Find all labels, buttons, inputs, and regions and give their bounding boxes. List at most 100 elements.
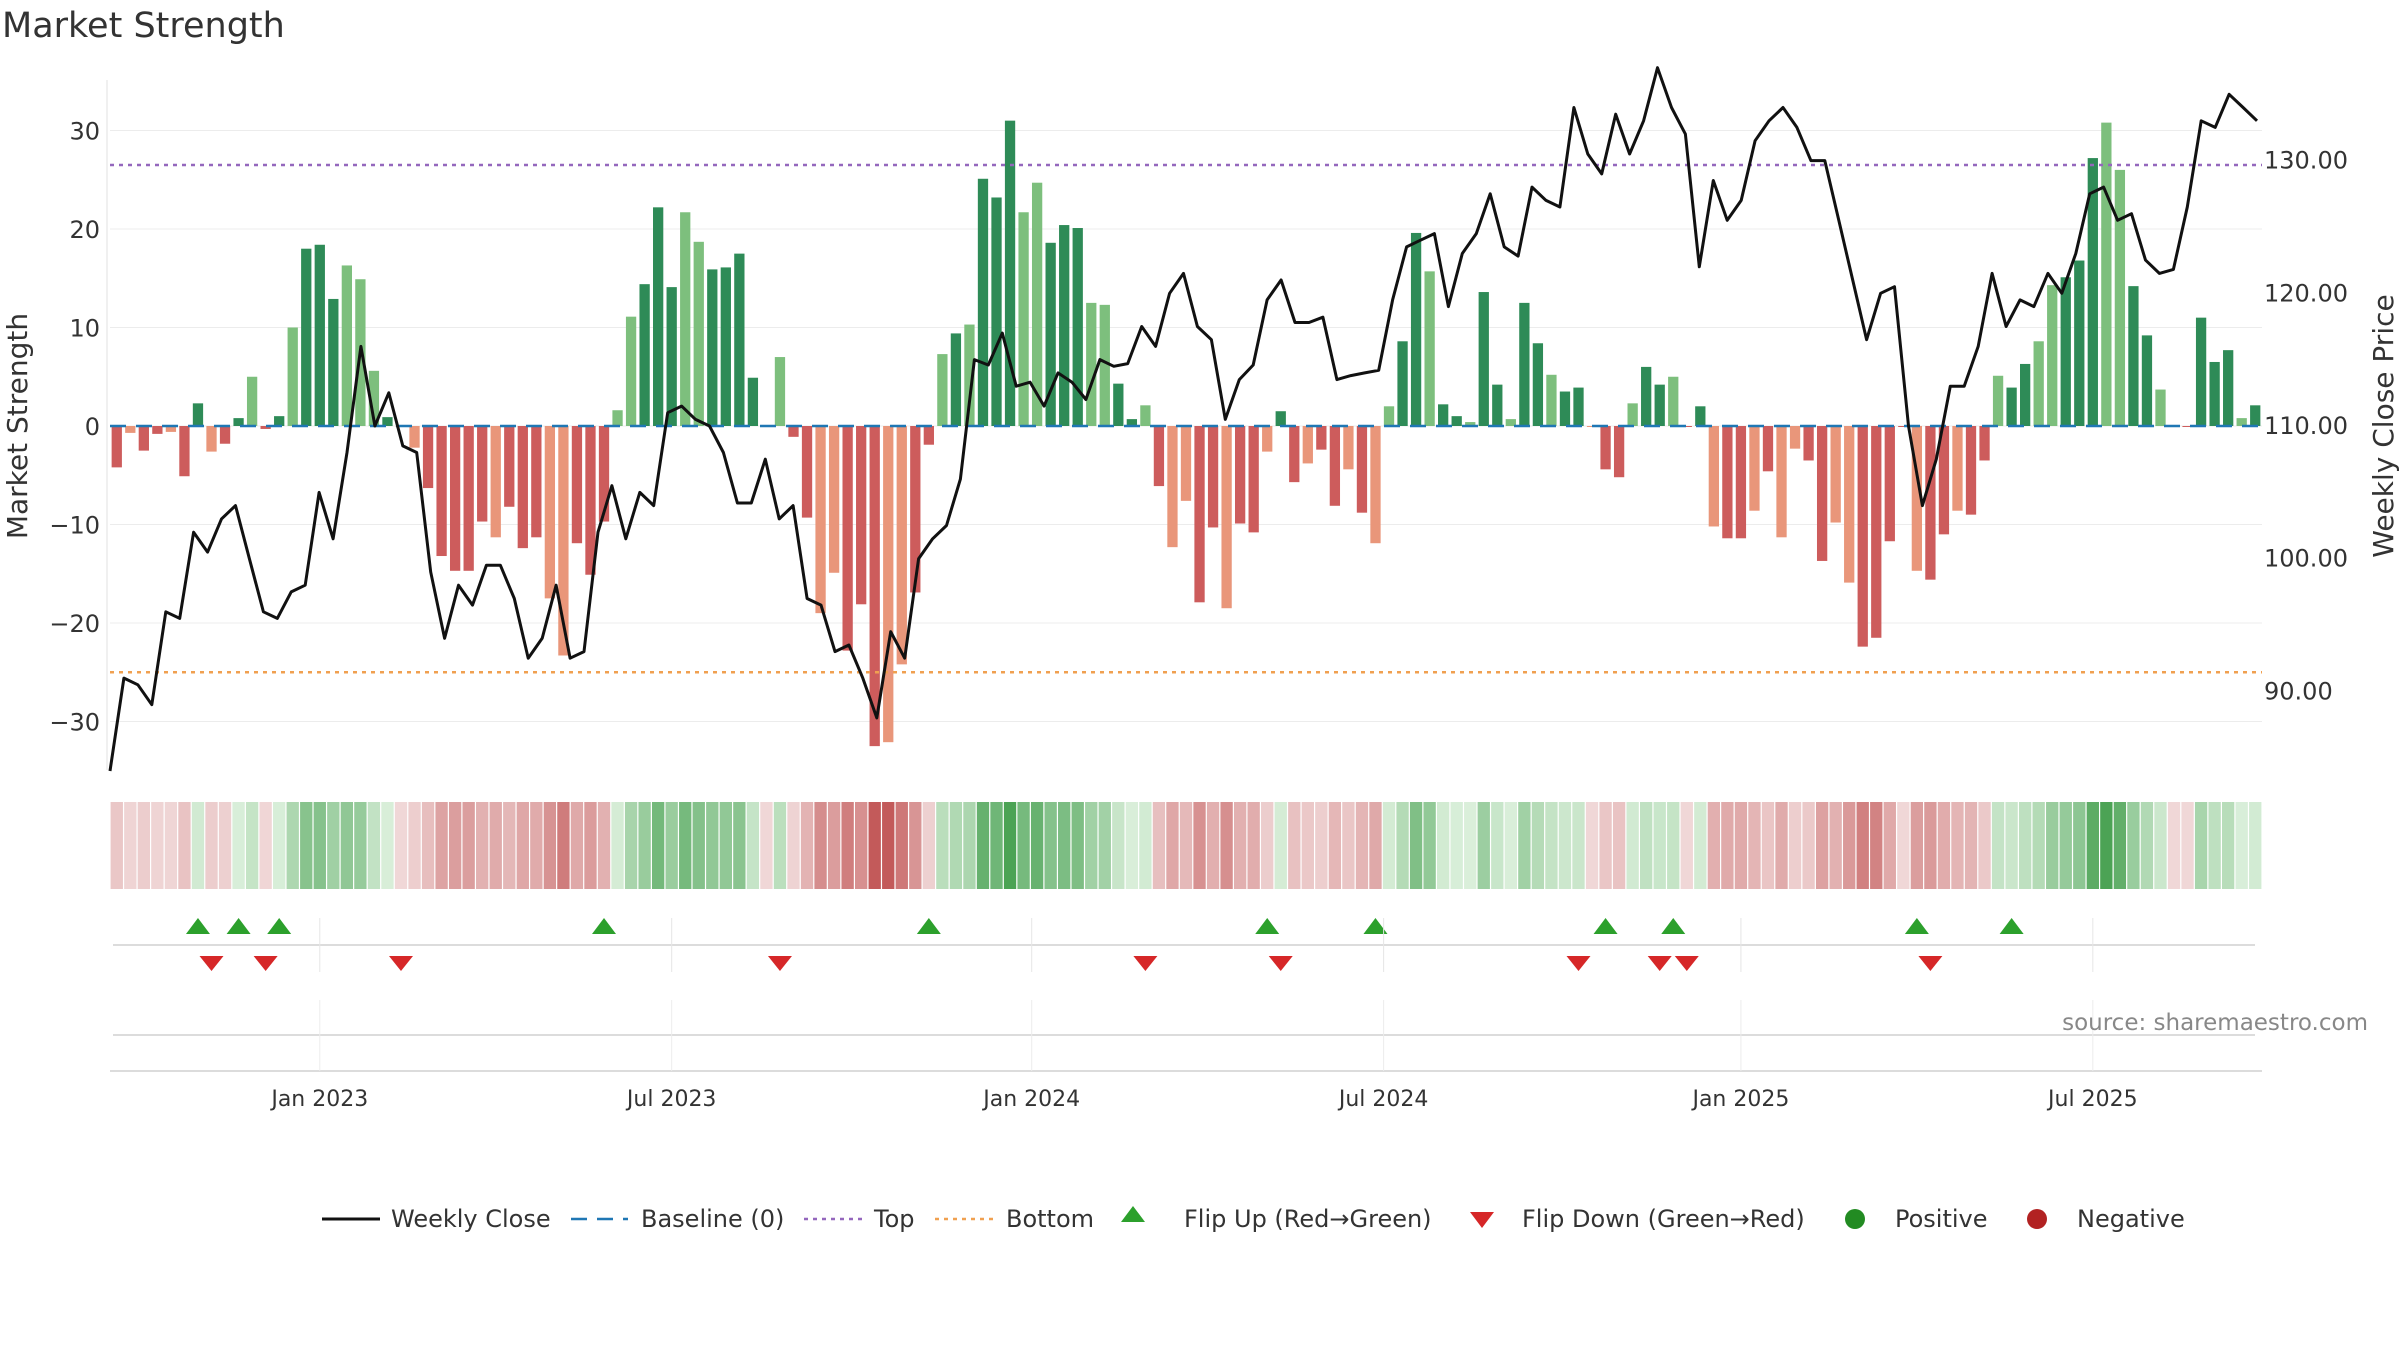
strength-bar [125,426,136,433]
legend-flip-up: Flip Up (Red→Green) [1184,1205,1432,1233]
source-credit: source: sharemaestro.com [2062,1010,2368,1036]
strength-bar [544,426,556,599]
heat-cell [1599,802,1612,889]
strength-bar [449,426,461,571]
heat-cell [218,802,232,889]
strength-bar [504,426,515,507]
heat-cell [2005,802,2018,889]
strength-bar [1857,426,1868,647]
heat-cell [1910,802,1924,889]
strength-bar [341,265,352,426]
flip-down-marker [253,956,278,971]
y-tick-label: 20 [69,216,100,244]
y-tick-label: 30 [69,118,100,146]
heat-cell [1761,802,1775,889]
heat-cell [1477,802,1490,889]
strength-bar [2182,426,2193,427]
strength-bar [666,287,677,426]
strength-bar [937,354,948,426]
strength-bar [1816,426,1828,561]
heat-cell [1829,802,1842,889]
heat-cell [1558,802,1572,889]
strength-bar [1329,426,1341,506]
heat-cell [354,802,367,889]
strength-bar [1546,374,1557,426]
strength-bar [964,324,975,426]
flip-up-marker [1904,918,1929,934]
strength-bar [653,207,664,426]
y-tick-label: −20 [49,610,100,638]
heat-cell [151,802,164,889]
heat-cell [1707,802,1721,889]
heat-cell [1003,802,1017,889]
heat-cell [2059,802,2072,889]
strength-bar [680,212,691,426]
heat-cell [557,802,570,889]
heat-cell [773,802,787,889]
heat-cell [2140,802,2154,889]
heat-cell [624,802,638,889]
strength-bar [328,298,339,426]
x-tick-label: Jan 2023 [269,1087,368,1112]
strength-bar [1884,426,1895,542]
strength-bar [2155,389,2166,426]
strength-bar [1221,426,1232,609]
strength-bar [1871,426,1882,638]
strength-bar [1803,426,1814,461]
strength-bar [1532,343,1544,426]
legend-baseline: Baseline (0) [641,1205,784,1233]
strength-bar [625,316,637,426]
heat-cell [1545,802,1558,889]
heat-cell [1382,802,1396,889]
reference-lines [110,163,2262,674]
heat-cell [476,802,489,889]
strength-bar [2060,277,2071,426]
strength-bar [2020,363,2031,426]
heat-cell [1464,802,1477,889]
heat-cell [1640,802,1653,889]
strength-bar [1911,426,1923,571]
heat-cell [855,802,868,889]
heat-cell [367,802,381,889]
heat-cell [1883,802,1896,889]
heat-cell [1504,802,1517,889]
heat-cell [435,802,448,889]
axes-layer: 30 20 10 0 −10 −20 −30 130.00 120.00 110.00 100.00… [1,80,2400,770]
heat-cell [2032,802,2045,889]
strength-bar [639,284,650,426]
heat-cell [1328,802,1342,889]
strength-bar [1207,426,1219,528]
heat-cell [2167,802,2181,889]
heat-cell [597,802,611,889]
weekly-close-line [108,66,2259,772]
heat-cell [245,802,259,889]
strength-bar [314,244,325,426]
heat-cell [1856,802,1869,889]
strength-bar [2195,317,2207,426]
heat-cell [1951,802,1964,889]
heat-cell [408,802,421,889]
strength-bar [923,426,934,445]
x-tick-label: Jul 2025 [2046,1087,2138,1112]
heat-cell [1775,802,1788,889]
flip-up-marker [1363,918,1388,934]
strength-bar [747,377,759,426]
heat-cell [1044,802,1057,889]
heat-cell [760,802,773,889]
strength-bar [1965,426,1977,515]
weekly-close-layer [108,66,2259,772]
strength-bar [1289,426,1300,483]
heat-cell [584,802,597,889]
strength-bar [828,426,840,573]
heat-cell [1815,802,1829,889]
strength-bar [2250,405,2261,426]
strength-bar [368,370,380,426]
heat-cell [232,802,245,889]
strength-bar [2114,169,2126,426]
strength-bar [1397,341,1408,426]
heat-cell [178,802,191,889]
legend-flip-down: Flip Down (Green→Red) [1522,1205,1805,1233]
heat-cell [1301,802,1314,889]
strength-bar [1410,232,1422,426]
heat-cell [1436,802,1450,889]
